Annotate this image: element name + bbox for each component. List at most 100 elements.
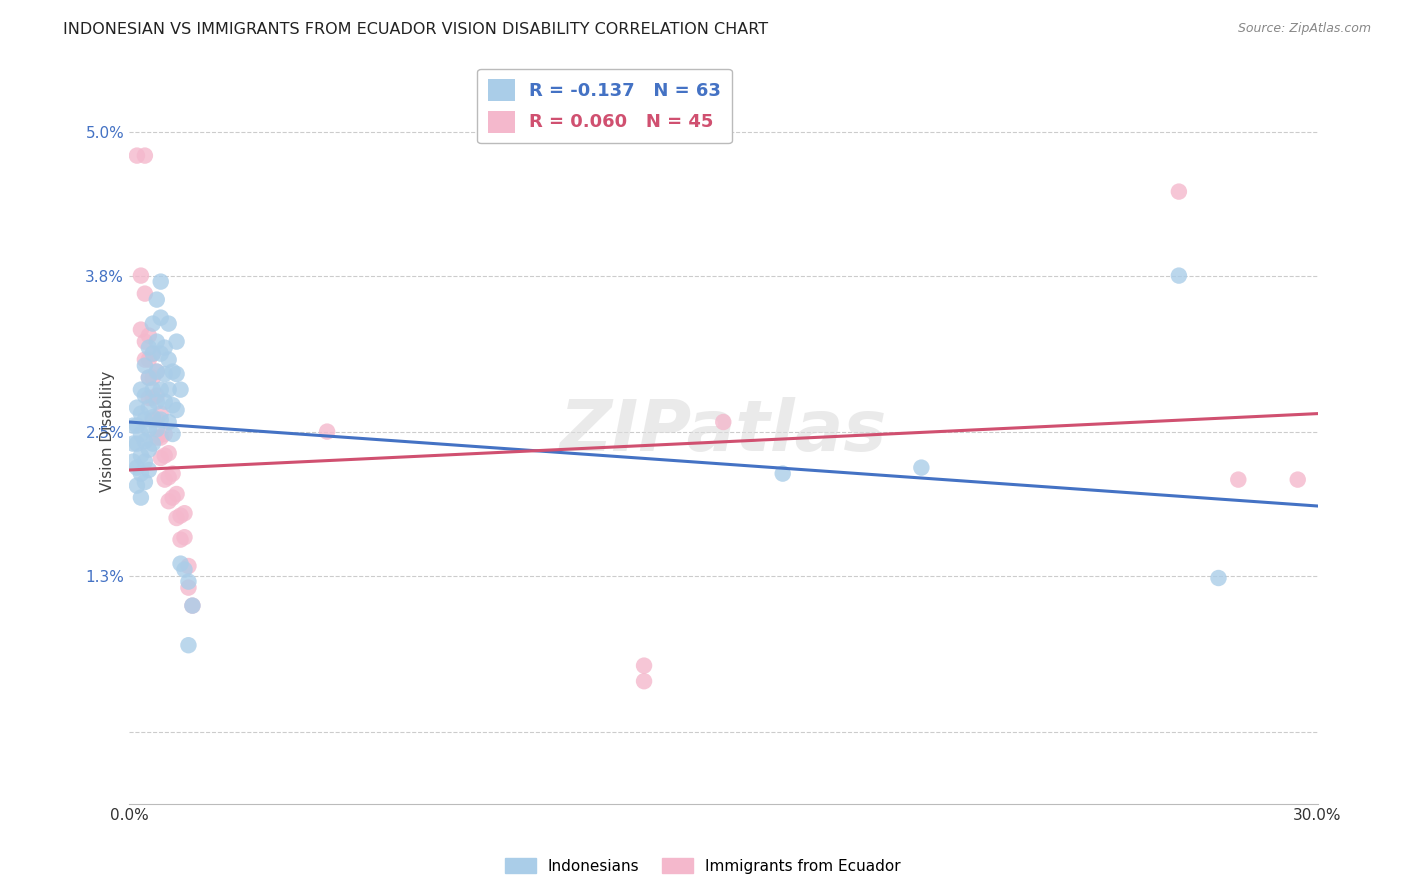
Point [125,148,148,162]
Point [173,530,195,544]
Point [1286,473,1309,487]
Point [153,449,176,463]
Point [138,341,160,355]
Point [149,450,172,465]
Point [157,415,180,429]
Point [145,365,167,379]
Point [138,370,160,384]
Point [157,494,180,508]
Point [157,470,180,484]
Point [162,365,184,379]
Point [153,341,176,355]
Point [153,367,176,381]
Point [910,460,932,475]
Point [122,436,145,450]
Point [129,427,152,442]
Y-axis label: Vision Disability: Vision Disability [100,371,115,492]
Point [157,446,180,460]
Point [162,398,184,412]
Point [157,383,180,397]
Point [149,412,172,426]
Point [149,431,172,445]
Point [138,328,160,343]
Point [138,391,160,405]
Point [166,403,188,417]
Point [169,508,191,523]
Point [145,365,167,379]
Point [1167,185,1189,199]
Point [129,467,152,481]
Point [142,346,165,360]
Text: ZIPatlas: ZIPatlas [560,397,887,467]
Point [142,346,165,360]
Point [166,511,188,525]
Point [134,389,156,403]
Point [129,323,152,337]
Point [138,422,160,436]
Point [149,275,172,289]
Point [145,431,167,445]
Point [129,268,152,283]
Point [177,559,200,574]
Point [633,674,655,689]
Point [138,442,160,457]
Point [129,407,152,421]
Point [142,412,165,426]
Point [1208,571,1230,585]
Point [1227,473,1250,487]
Point [149,407,172,421]
Point [129,491,152,505]
Point [153,394,176,409]
Point [149,383,172,397]
Point [125,478,148,492]
Point [142,317,165,331]
Point [162,467,184,481]
Text: Source: ZipAtlas.com: Source: ZipAtlas.com [1237,22,1371,36]
Legend: R = -0.137   N = 63, R = 0.060   N = 45: R = -0.137 N = 63, R = 0.060 N = 45 [477,69,733,144]
Point [134,475,156,489]
Point [166,334,188,349]
Point [177,574,200,589]
Point [711,415,734,429]
Point [138,463,160,477]
Point [145,293,167,307]
Point [169,383,191,397]
Point [173,506,195,520]
Point [162,491,184,505]
Point [181,599,204,613]
Point [134,286,156,301]
Point [134,455,156,469]
Point [177,581,200,595]
Point [316,425,339,439]
Point [122,455,145,469]
Point [142,370,165,384]
Point [138,352,160,367]
Point [125,401,148,415]
Point [145,422,167,436]
Point [145,334,167,349]
Point [149,310,172,325]
Point [173,563,195,577]
Point [134,352,156,367]
Point [142,410,165,425]
Point [134,148,156,162]
Point [134,412,156,426]
Point [772,467,794,481]
Text: INDONESIAN VS IMMIGRANTS FROM ECUADOR VISION DISABILITY CORRELATION CHART: INDONESIAN VS IMMIGRANTS FROM ECUADOR VI… [63,22,769,37]
Point [633,658,655,673]
Point [142,383,165,397]
Point [145,389,167,403]
Point [129,449,152,463]
Point [129,383,152,397]
Point [142,436,165,450]
Point [166,487,188,501]
Point [157,317,180,331]
Point [177,638,200,652]
Point [1167,268,1189,283]
Point [145,412,167,426]
Point [162,427,184,442]
Point [145,394,167,409]
Point [122,418,145,433]
Point [153,427,176,442]
Point [169,557,191,571]
